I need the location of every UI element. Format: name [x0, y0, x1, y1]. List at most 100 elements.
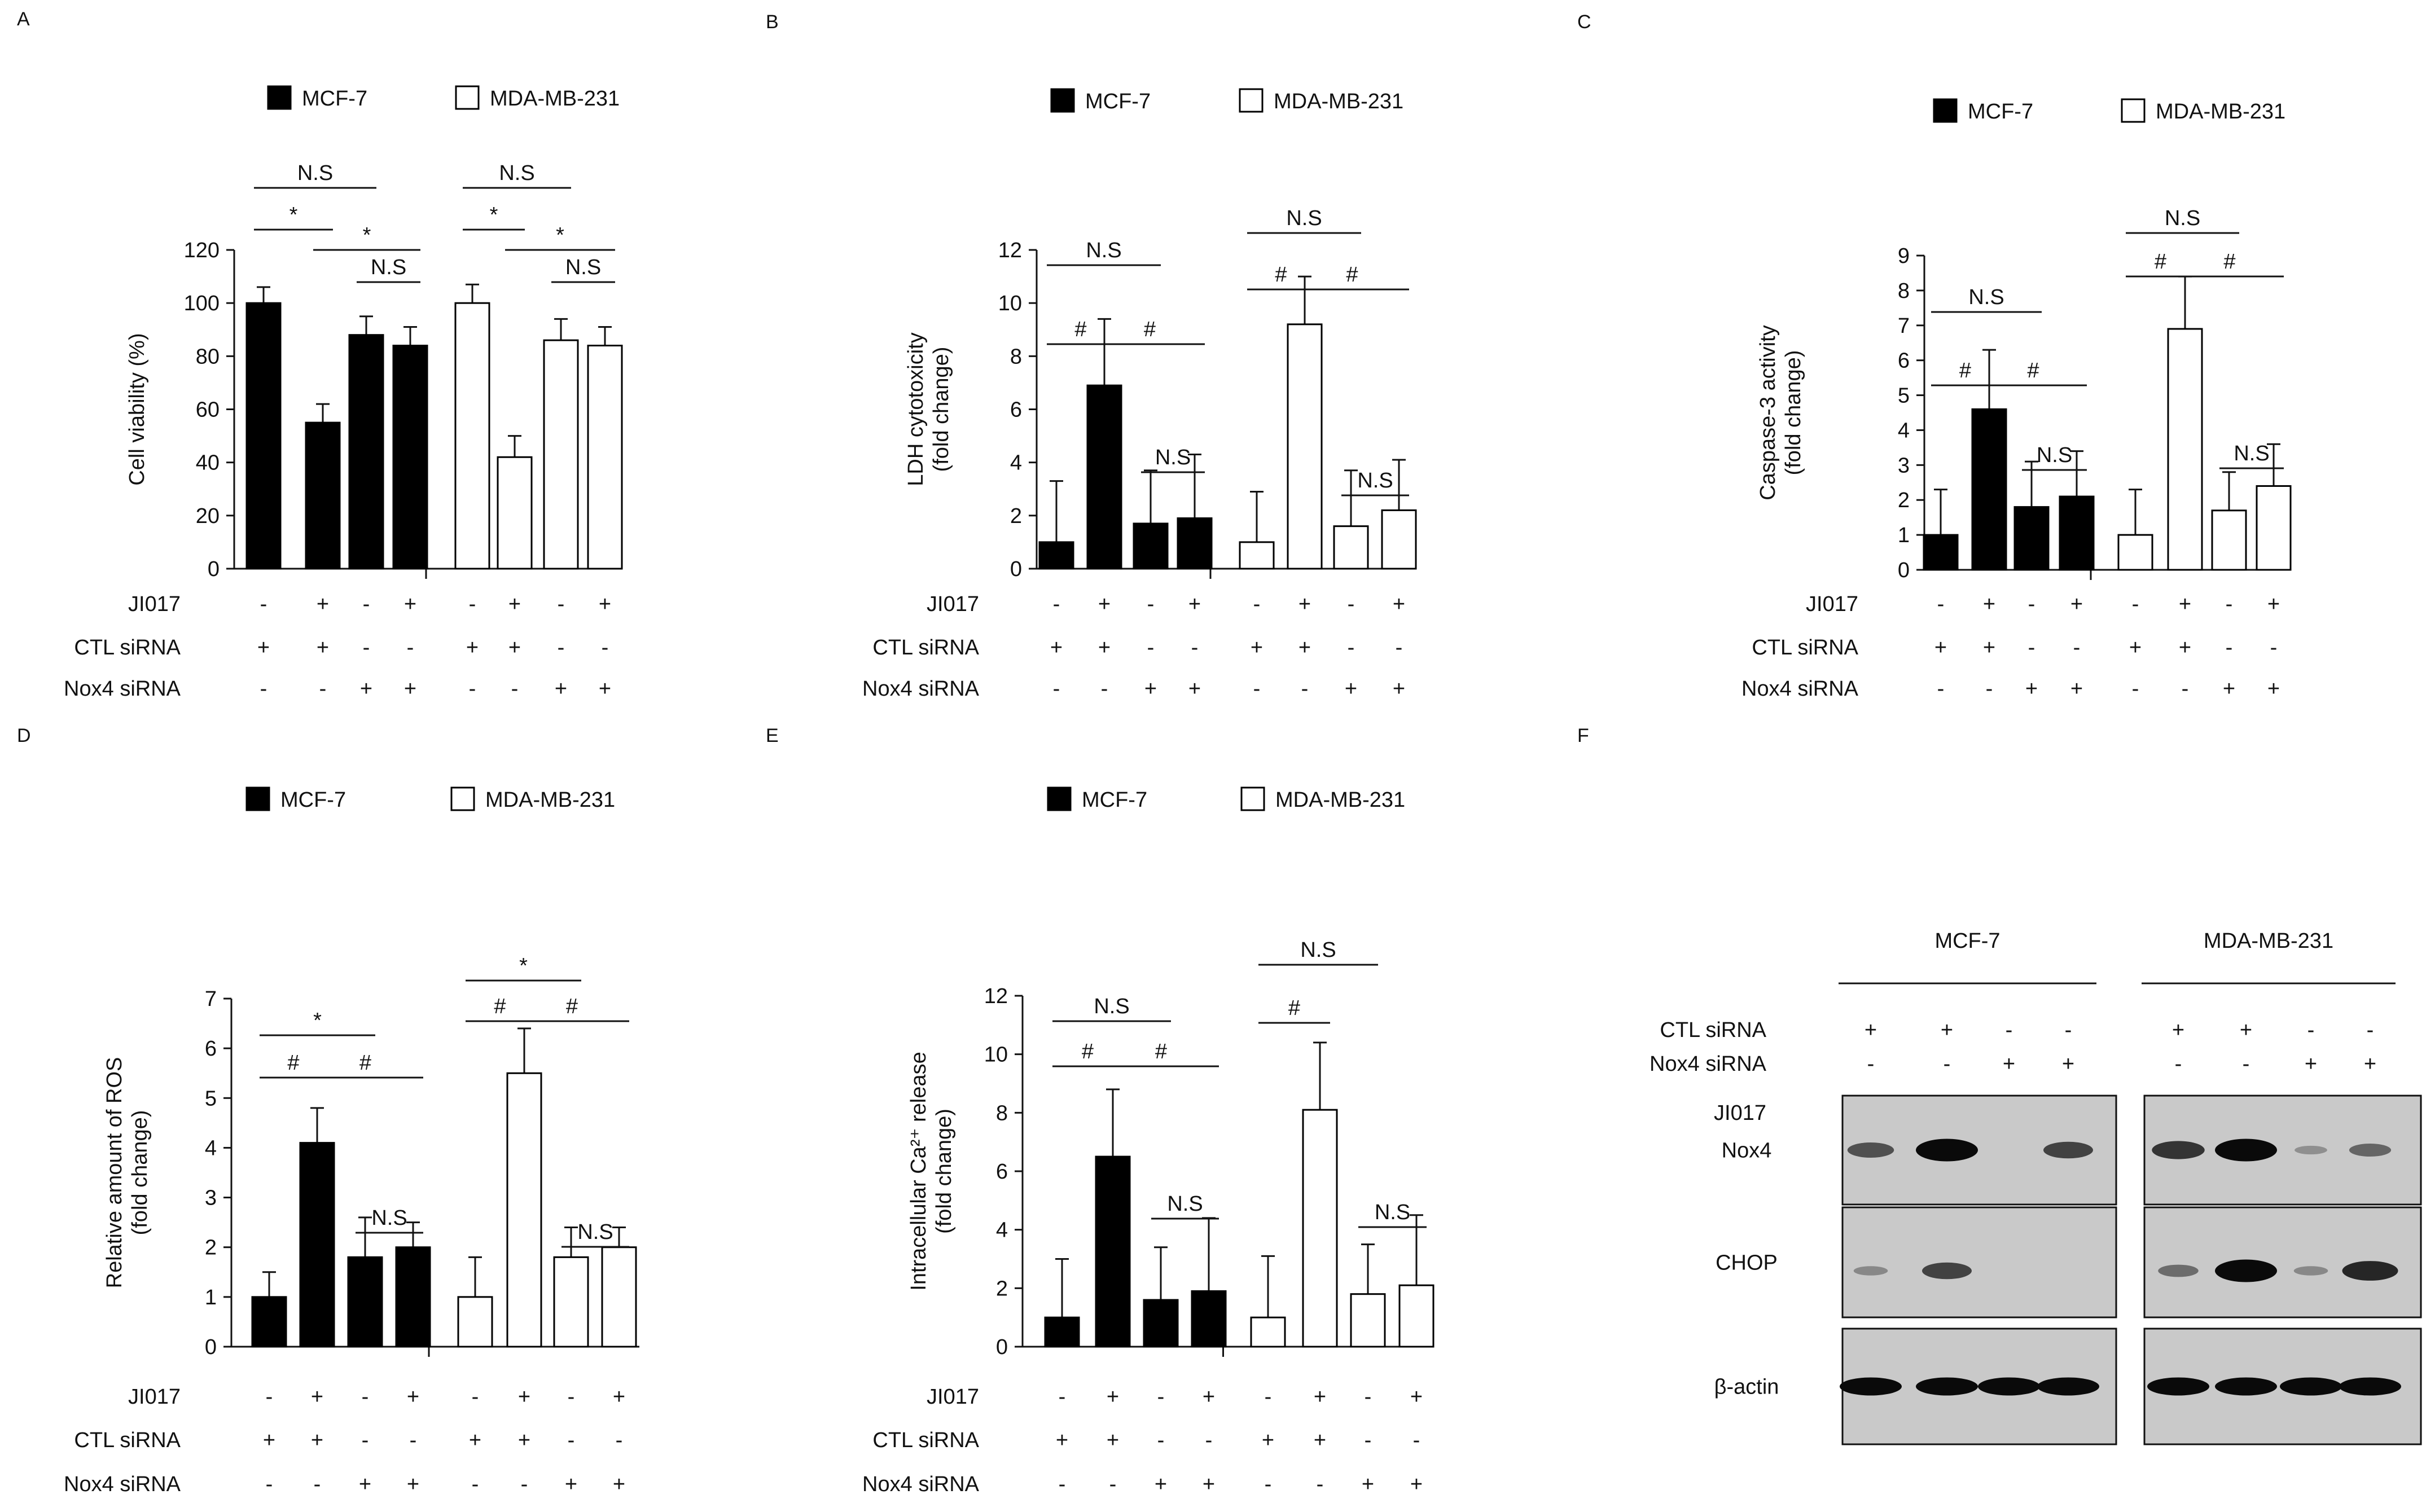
condition-label-ji017: JI017	[927, 592, 979, 616]
significance-label: #	[566, 995, 578, 1018]
y-tick-label: 7	[205, 987, 217, 1011]
chart-A: A MCF-7 MDA-MB-231 0 20 40 60 80 100 120 Cell viab…	[17, 8, 623, 701]
legend-swatch-mcf7	[267, 85, 292, 110]
bar-mda-1	[497, 456, 533, 570]
y-axis-label: LDH cytotoxicity	[904, 332, 928, 486]
condition-symbol: -	[2073, 636, 2081, 660]
y-tick-label: 2	[996, 1277, 1008, 1300]
condition-label-nox4: Nox4 siRNA	[862, 1473, 980, 1496]
bar-mda-3	[1381, 509, 1417, 570]
condition-symbol: +	[407, 1385, 419, 1409]
condition-symbol: +	[1314, 1429, 1326, 1452]
y-tick-label: 2	[1010, 504, 1022, 528]
condition-symbol: -	[260, 677, 267, 701]
condition-symbol: -	[1059, 1385, 1066, 1409]
condition-symbol: +	[599, 677, 611, 701]
significance-label: #	[1959, 359, 1971, 383]
significance-label: N.S	[1155, 446, 1191, 469]
significance-label: #	[2155, 250, 2166, 274]
condition-symbol: +	[407, 1473, 419, 1496]
blot-condition-symbol: +	[2240, 1018, 2252, 1042]
y-tick-label: 1	[1898, 524, 1910, 547]
legend-swatch-mda	[1240, 786, 1265, 811]
significance-label: *	[313, 1009, 322, 1032]
condition-symbol: -	[407, 636, 414, 660]
condition-symbol: +	[1983, 592, 1995, 616]
condition-symbol: +	[404, 677, 416, 701]
condition-symbol: +	[1107, 1429, 1119, 1452]
blot-band	[2215, 1259, 2277, 1282]
bar-mda-0	[1250, 1316, 1286, 1348]
condition-symbol: -	[1937, 592, 1945, 616]
significance-label: #	[1144, 318, 1156, 341]
y-axis-label-unit: (fold change)	[929, 347, 953, 472]
condition-symbol: +	[1056, 1429, 1068, 1452]
blot-band	[1916, 1377, 1978, 1396]
bar-mcf7-0	[1044, 1316, 1080, 1348]
condition-symbol: +	[1410, 1385, 1423, 1409]
significance-label: *	[289, 203, 298, 227]
condition-symbol: -	[1265, 1473, 1272, 1496]
legend-label-mcf7: MCF-7	[1082, 788, 1147, 812]
significance-label: N.S	[565, 256, 601, 279]
condition-symbol: +	[1934, 636, 1947, 660]
significance-label: #	[1155, 1040, 1167, 1063]
condition-symbol: -	[1317, 1473, 1324, 1496]
y-axis-label-unit: (fold change)	[1782, 350, 1805, 476]
bar-mda-0	[2117, 534, 2153, 571]
y-tick-label: 8	[996, 1101, 1008, 1125]
significance-label: #	[2027, 359, 2039, 383]
condition-symbol: -	[1101, 677, 1108, 701]
band-label: Nox4	[1722, 1139, 1772, 1163]
y-tick-label: 6	[205, 1037, 217, 1061]
y-tick-label: 40	[196, 451, 220, 475]
condition-symbol: -	[1365, 1429, 1372, 1452]
bar-mcf7-1	[305, 421, 341, 570]
bar-mcf7-2	[348, 334, 384, 570]
condition-symbol: +	[2070, 592, 2083, 616]
bar-mda-3	[2256, 485, 2292, 571]
blot-band	[2152, 1141, 2205, 1159]
condition-label-ji017: JI017	[927, 1385, 979, 1409]
condition-label-nox4: Nox4 siRNA	[1741, 677, 1859, 701]
y-tick-label: 20	[196, 504, 220, 528]
condition-symbol: +	[2267, 677, 2280, 701]
condition-symbol: -	[266, 1473, 273, 1496]
blot-band	[2342, 1261, 2398, 1281]
condition-symbol: +	[2025, 677, 2038, 701]
chart-E: E MCF-7 MDA-MB-231 0 2 4 6 8 10 12 Intracellular C…	[766, 725, 1434, 1496]
blot-condition-symbol: -	[2243, 1052, 2250, 1076]
legend-label-mda: MDA-MB-231	[1275, 788, 1405, 812]
condition-symbol: +	[1298, 592, 1311, 616]
blot-condition-symbol: +	[2003, 1052, 2015, 1076]
panel-letter: C	[1577, 11, 1591, 33]
condition-symbol: -	[1059, 1473, 1066, 1496]
blot-box	[1841, 1206, 2117, 1318]
condition-symbol: +	[518, 1385, 530, 1409]
y-tick-label: 10	[998, 292, 1022, 315]
bar-mda-2	[553, 1256, 589, 1348]
panel-F: F MCF-7 MDA-MB-231 CTL siRNA + + - - + + - - Nox4 si…	[1577, 725, 2422, 1445]
bar-mcf7-1	[1971, 408, 2007, 571]
legend-label-mda: MDA-MB-231	[2156, 100, 2285, 124]
bar-mcf7-1	[299, 1142, 335, 1348]
bar-mcf7-2	[1133, 522, 1169, 570]
chart-B: B MCF-7 MDA-MB-231 0 2 4 6 8 10 12 LDH cytotoxicit…	[766, 11, 1417, 701]
y-tick-label: 4	[205, 1136, 217, 1160]
y-tick-label: 0	[205, 1335, 217, 1359]
significance-label: #	[2223, 250, 2235, 274]
panel-letter: A	[17, 8, 30, 30]
blot-condition-symbol: -	[1867, 1052, 1875, 1076]
legend-swatch-mda	[1239, 88, 1264, 113]
significance-label: N.S	[2234, 442, 2269, 465]
y-tick-label: 100	[184, 292, 220, 315]
y-tick-label: 4	[1010, 451, 1022, 475]
significance-label: N.S	[1375, 1201, 1410, 1224]
condition-symbol: -	[2028, 636, 2035, 660]
condition-symbol: +	[257, 636, 270, 660]
bar-mcf7-3	[1177, 517, 1213, 570]
y-tick-label: 10	[984, 1043, 1008, 1067]
y-axis-label-unit: (fold change)	[932, 1109, 956, 1234]
condition-symbol: -	[1365, 1385, 1372, 1409]
condition-symbol: +	[1144, 677, 1157, 701]
